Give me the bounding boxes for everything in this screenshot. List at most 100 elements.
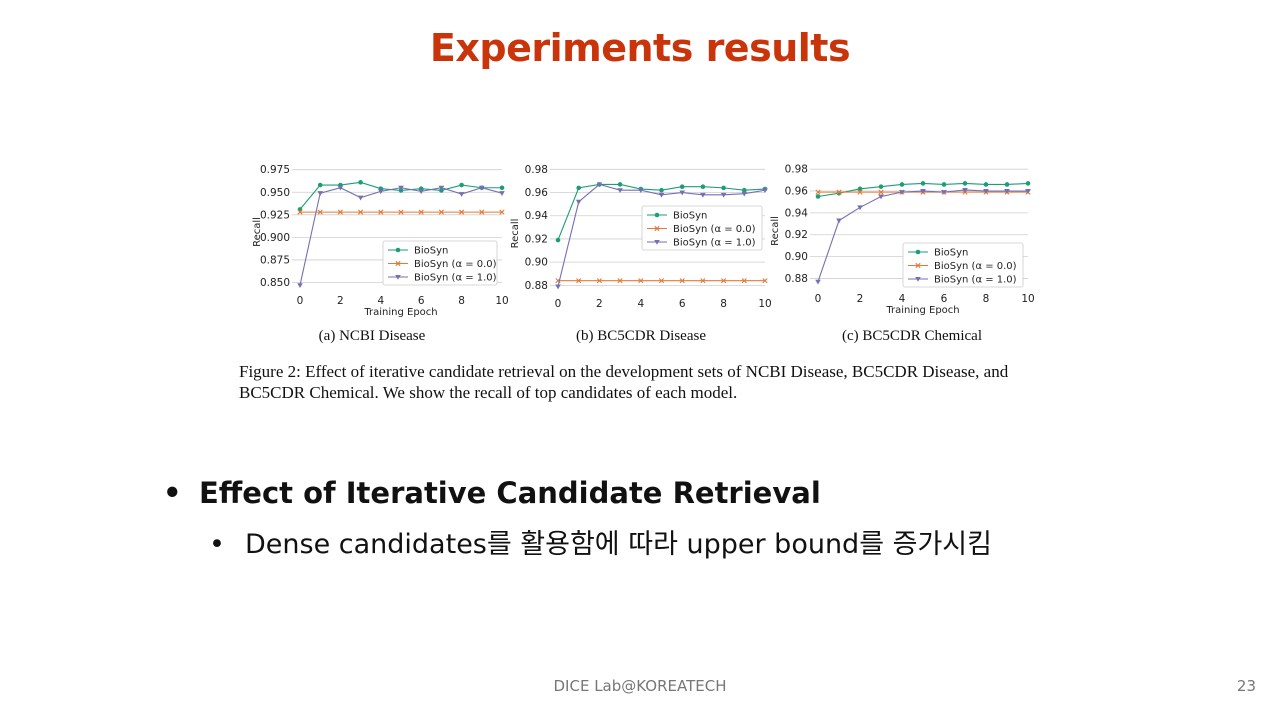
x-tick-label: 6 bbox=[941, 293, 948, 305]
data-point bbox=[317, 209, 323, 215]
legend-marker bbox=[915, 277, 921, 282]
data-point-stroke bbox=[721, 278, 727, 284]
x-tick-label: 4 bbox=[377, 295, 384, 307]
data-point bbox=[983, 182, 989, 187]
data-point bbox=[899, 190, 905, 195]
data-point bbox=[878, 189, 884, 195]
figure-caption: Figure 2: Effect of iterative candidate … bbox=[239, 361, 1059, 403]
data-point bbox=[297, 283, 303, 288]
data-point bbox=[499, 191, 505, 196]
data-point bbox=[479, 209, 485, 215]
data-point bbox=[941, 182, 947, 187]
x-tick-label: 8 bbox=[458, 295, 465, 307]
data-point bbox=[720, 192, 727, 198]
data-point-stroke bbox=[617, 278, 623, 284]
data-point bbox=[398, 209, 404, 215]
caption-line-1: Figure 2: Effect of iterative candidate … bbox=[239, 362, 1009, 381]
data-point bbox=[857, 205, 863, 211]
y-tick-label: 0.92 bbox=[525, 233, 548, 245]
data-point bbox=[962, 181, 968, 186]
data-point bbox=[815, 194, 821, 199]
data-point bbox=[459, 182, 464, 188]
x-tick-label: 10 bbox=[1021, 293, 1034, 305]
data-point-stroke bbox=[700, 278, 706, 284]
y-tick-label: 0.96 bbox=[525, 187, 549, 199]
legend-label: BioSyn (α = 0.0) bbox=[414, 259, 497, 270]
y-axis-label: Recall bbox=[510, 219, 521, 249]
data-point bbox=[920, 189, 926, 194]
legend-marker bbox=[395, 260, 401, 267]
data-point bbox=[418, 189, 424, 195]
data-point bbox=[378, 189, 384, 195]
x-tick-label: 2 bbox=[337, 295, 344, 307]
data-point-stroke bbox=[418, 209, 424, 215]
data-point bbox=[700, 184, 706, 190]
data-point bbox=[762, 188, 768, 194]
legend-label: BioSyn bbox=[673, 211, 707, 222]
data-point-stroke bbox=[679, 278, 685, 284]
data-point-stroke bbox=[878, 189, 884, 195]
data-point bbox=[857, 189, 863, 195]
data-point bbox=[499, 209, 505, 215]
bullet-text-2: Dense candidates를 활용함에 따라 upper bound를 증… bbox=[245, 529, 992, 560]
data-point bbox=[638, 188, 644, 194]
data-point bbox=[317, 191, 323, 196]
data-point bbox=[438, 209, 444, 215]
data-point bbox=[555, 284, 561, 290]
bullet-dot-icon: • bbox=[209, 529, 225, 560]
x-tick-label: 8 bbox=[983, 293, 990, 305]
y-tick-label: 0.925 bbox=[260, 209, 290, 221]
chart-caption: (a) NCBI Disease bbox=[319, 328, 426, 344]
bullet-text-1: Effect of Iterative Candidate Retrieval bbox=[199, 476, 821, 510]
data-point-stroke bbox=[499, 209, 505, 215]
data-point bbox=[479, 185, 485, 191]
data-point bbox=[815, 189, 821, 195]
data-point-stroke bbox=[857, 189, 863, 195]
data-point bbox=[679, 184, 685, 190]
data-point-stroke bbox=[459, 209, 465, 215]
legend-marker-stroke bbox=[915, 262, 921, 269]
y-tick-label: 0.98 bbox=[525, 164, 548, 176]
data-point bbox=[438, 185, 445, 191]
data-point bbox=[576, 278, 582, 284]
data-point-stroke bbox=[317, 209, 323, 215]
y-tick-label: 0.850 bbox=[260, 277, 290, 289]
legend-label: BioSyn bbox=[414, 246, 448, 257]
x-tick-label: 2 bbox=[857, 293, 864, 305]
x-tick-label: 0 bbox=[815, 293, 822, 305]
x-tick-label: 10 bbox=[758, 298, 771, 310]
y-tick-label: 0.950 bbox=[260, 187, 290, 199]
y-tick-label: 0.88 bbox=[785, 273, 808, 285]
legend-box bbox=[382, 240, 498, 286]
y-tick-label: 0.875 bbox=[260, 254, 290, 266]
x-tick-label: 2 bbox=[596, 298, 603, 310]
bullet-item-2: • Dense candidates를 활용함에 따라 upper bound를 … bbox=[209, 522, 992, 561]
legend-box bbox=[902, 242, 1024, 288]
legend-marker bbox=[915, 262, 921, 269]
data-point bbox=[378, 209, 384, 215]
data-point bbox=[555, 237, 561, 243]
footer-lab-name: DICE Lab@KOREATECH bbox=[553, 677, 727, 695]
legend-marker-stroke bbox=[395, 260, 401, 267]
data-point bbox=[499, 185, 505, 191]
y-axis-label: Recall bbox=[770, 216, 781, 246]
data-point bbox=[458, 192, 465, 197]
data-point bbox=[617, 188, 623, 194]
y-tick-label: 0.900 bbox=[260, 232, 290, 244]
data-point-stroke bbox=[297, 209, 303, 215]
x-tick-label: 6 bbox=[679, 298, 686, 310]
data-point bbox=[857, 186, 863, 192]
data-point bbox=[617, 182, 623, 187]
data-point bbox=[878, 184, 884, 189]
data-point bbox=[418, 209, 424, 215]
data-point bbox=[679, 190, 685, 196]
data-point bbox=[878, 194, 884, 200]
data-point-stroke bbox=[815, 189, 821, 195]
chart-caption: (b) BC5CDR Disease bbox=[576, 328, 706, 344]
data-point bbox=[358, 180, 363, 185]
x-tick-label: 0 bbox=[555, 298, 562, 310]
data-point bbox=[700, 278, 706, 284]
page-number: 23 bbox=[1236, 677, 1256, 695]
legend-label: BioSyn (α = 1.0) bbox=[673, 238, 756, 249]
